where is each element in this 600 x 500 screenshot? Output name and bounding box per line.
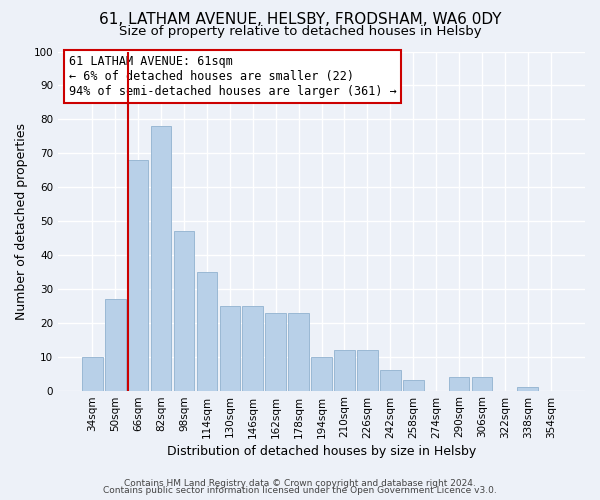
Bar [242,306,263,390]
Bar [128,160,148,390]
X-axis label: Distribution of detached houses by size in Helsby: Distribution of detached houses by size … [167,444,476,458]
Y-axis label: Number of detached properties: Number of detached properties [15,122,28,320]
Bar [173,231,194,390]
Bar [357,350,377,391]
Text: Contains HM Land Registry data © Crown copyright and database right 2024.: Contains HM Land Registry data © Crown c… [124,478,476,488]
Bar [105,299,125,390]
Bar [151,126,172,390]
Bar [197,272,217,390]
Bar [220,306,240,390]
Bar [311,356,332,390]
Bar [472,377,492,390]
Text: 61 LATHAM AVENUE: 61sqm
← 6% of detached houses are smaller (22)
94% of semi-det: 61 LATHAM AVENUE: 61sqm ← 6% of detached… [68,55,397,98]
Bar [380,370,401,390]
Bar [449,377,469,390]
Bar [288,312,309,390]
Bar [265,312,286,390]
Bar [517,387,538,390]
Text: Size of property relative to detached houses in Helsby: Size of property relative to detached ho… [119,25,481,38]
Bar [82,356,103,390]
Bar [334,350,355,391]
Bar [403,380,424,390]
Text: 61, LATHAM AVENUE, HELSBY, FRODSHAM, WA6 0DY: 61, LATHAM AVENUE, HELSBY, FRODSHAM, WA6… [99,12,501,28]
Text: Contains public sector information licensed under the Open Government Licence v3: Contains public sector information licen… [103,486,497,495]
